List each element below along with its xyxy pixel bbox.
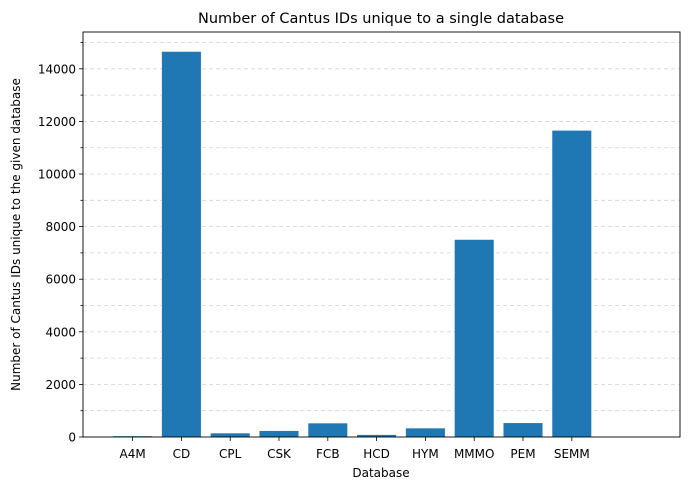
bars xyxy=(113,51,592,438)
bar-cd xyxy=(161,51,201,437)
x-axis-label: Database xyxy=(352,466,409,480)
y-axis-label: Number of Cantus IDs unique to the given… xyxy=(9,78,23,391)
bar-semm xyxy=(552,130,592,438)
bar-pem xyxy=(503,423,543,437)
bar-csk xyxy=(259,430,299,437)
x-tick-label: HYM xyxy=(412,447,439,461)
x-tick-label: PEM xyxy=(510,447,535,461)
plot-frame xyxy=(82,31,681,438)
x-tick-label: CSK xyxy=(267,447,292,461)
y-tick-label: 2000 xyxy=(45,378,76,392)
x-tick-label: CD xyxy=(173,447,191,461)
bar-cpl xyxy=(210,433,250,437)
y-tick-label: 8000 xyxy=(45,220,76,234)
x-tick-label: SEMM xyxy=(554,447,590,461)
chart-title: Number of Cantus IDs unique to a single … xyxy=(198,11,564,27)
x-tick-label: HCD xyxy=(363,447,390,461)
y-tick-label: 14000 xyxy=(38,62,76,76)
y-tick-label: 12000 xyxy=(38,115,76,129)
bar-fcb xyxy=(308,423,348,437)
y-axis-ticks: 0 2000 4000 6000 8000 10000 12000 14000 xyxy=(38,42,83,445)
x-tick-label: MMMO xyxy=(454,447,495,461)
bar-hcd xyxy=(357,434,397,437)
bar-hym xyxy=(405,428,445,437)
y-tick-label: 0 xyxy=(68,431,76,445)
y-tick-label: 6000 xyxy=(45,273,76,287)
x-axis-ticks: A4M CD CPL CSK FCB HCD HYM MMMO PEM SEMM xyxy=(119,437,590,461)
x-tick-label: FCB xyxy=(316,447,340,461)
y-tick-label: 10000 xyxy=(38,168,76,182)
bar-mmmo xyxy=(454,239,494,437)
x-tick-label: CPL xyxy=(219,447,242,461)
y-tick-label: 4000 xyxy=(45,325,76,339)
x-tick-label: A4M xyxy=(119,447,145,461)
